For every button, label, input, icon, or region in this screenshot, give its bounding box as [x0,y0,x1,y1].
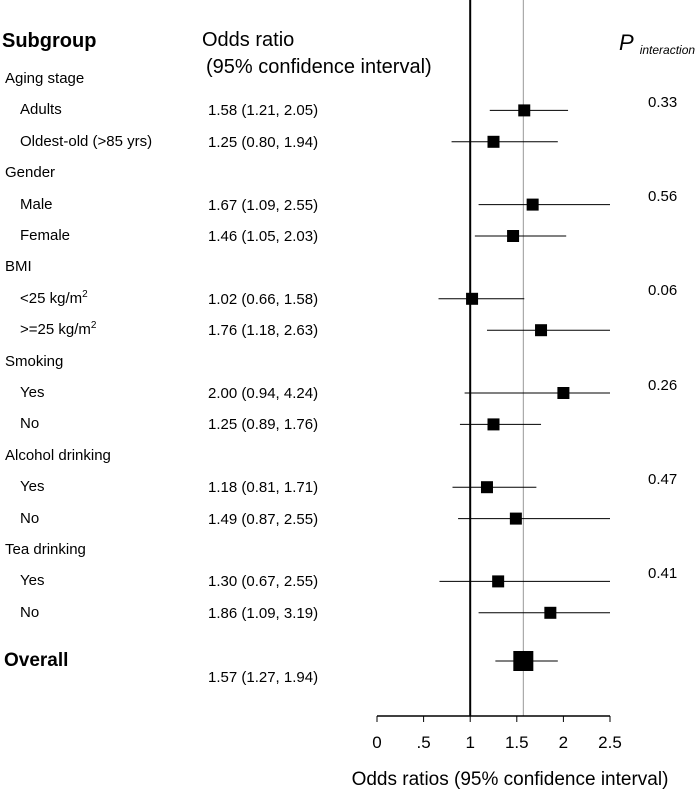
overall-odds-ratio-text: 1.57 (1.27, 1.94) [208,669,319,686]
row-label: Female [20,228,70,243]
p-interaction-value: 0.56 [648,188,678,206]
row-label: Yes [20,479,44,494]
point-estimate-marker [557,387,570,399]
odds-ratio-text: 2.00 (0.94, 4.24) [208,385,319,402]
row-label-text: No [20,509,40,527]
group-label: Alcohol drinking [5,446,111,464]
overall-marker [513,651,534,671]
point-estimate-marker [526,198,539,211]
point-estimate-marker [466,292,479,305]
row-label-text: Yes [20,572,45,590]
point-estimate-marker [518,104,531,117]
point-estimate-marker [535,324,548,337]
group-label: Tea drinking [5,541,86,558]
row-label: <25 kg/m2 [20,288,88,307]
odds-ratio-text: 1.67 (1.09, 2.55) [208,196,319,214]
group-label: Aging stage [5,70,85,87]
row-label-text: <25 kg/m [20,289,83,307]
x-tick-label: 0 [372,733,381,752]
row-label-text: Male [20,195,53,213]
point-estimate-marker [480,481,493,494]
odds-ratio-ci-header: (95% confidence interval) [206,56,432,78]
row-label: No [20,605,39,620]
row-label-text: >=25 kg/m [20,321,91,339]
row-label: Adults [20,102,62,117]
odds-ratio-text: 1.25 (0.80, 1.94) [208,133,319,151]
subgroup-header: Subgroup [2,30,97,52]
x-tick-label: 2 [559,733,568,752]
overall-label: Overall [4,650,69,671]
row-label: No [20,416,39,431]
odds-ratio-text: 1.76 (1.18, 2.63) [208,322,319,340]
odds-ratio-text: 1.86 (1.09, 3.19) [208,604,319,622]
p-interaction-value: 0.41 [648,565,678,582]
row-label-text: Yes [20,478,45,496]
row-label: No [20,511,39,526]
row-label-text: Oldest-old (>85 yrs) [20,132,153,150]
row-label: >=25 kg/m2 [20,320,97,339]
row-label: Yes [20,385,44,400]
row-label: Oldest-old (>85 yrs) [20,134,152,149]
odds-ratio-text: 1.46 (1.05, 2.03) [208,228,319,245]
group-label: Smoking [5,352,64,370]
odds-ratio-text: 1.30 (0.67, 2.55) [208,573,319,591]
row-label: Male [20,197,53,212]
row-label-text: No [20,603,40,621]
row-label-text: Female [20,227,71,244]
point-estimate-marker [487,418,500,431]
p-interaction-subscript: interaction [639,43,696,57]
x-tick-label: 1 [465,733,474,752]
point-estimate-marker [509,512,522,525]
group-label: BMI [5,258,32,276]
x-tick-label: .5 [417,733,431,752]
point-estimate-marker [487,135,500,148]
p-interaction-label: P [619,30,634,55]
x-axis-label: Odds ratios (95% confidence interval) [352,769,669,790]
row-label: Yes [20,573,44,588]
p-interaction-value: 0.47 [648,470,678,488]
p-interaction-value: 0.06 [648,282,678,300]
odds-ratio-text: 1.18 (0.81, 1.71) [208,479,319,497]
point-estimate-marker [507,230,520,242]
p-interaction-value: 0.33 [648,94,678,111]
p-interaction-value: 0.26 [648,376,678,394]
point-estimate-marker [492,575,505,588]
row-label-superscript: 2 [82,288,88,300]
odds-ratio-header: Odds ratio [202,29,295,51]
row-label-text: Yes [20,384,45,401]
x-tick-label: 2.5 [598,733,622,752]
group-label: Gender [5,164,56,182]
x-tick-label: 1.5 [505,733,529,752]
row-label-text: Adults [20,101,62,119]
row-label-superscript: 2 [90,320,97,332]
odds-ratio-text: 1.25 (0.89, 1.76) [208,416,319,434]
row-label-text: No [20,415,40,433]
point-estimate-marker [544,606,557,619]
odds-ratio-text: 1.49 (0.87, 2.55) [208,510,319,528]
odds-ratio-text: 1.58 (1.21, 2.05) [208,102,319,120]
odds-ratio-text: 1.02 (0.66, 1.58) [208,290,319,308]
